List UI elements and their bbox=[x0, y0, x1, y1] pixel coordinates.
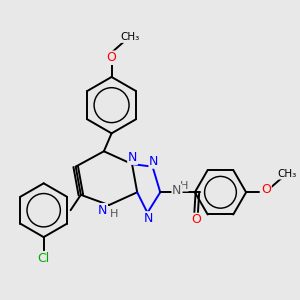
Text: N: N bbox=[144, 212, 153, 225]
Text: CH₃: CH₃ bbox=[120, 32, 139, 42]
Text: H: H bbox=[180, 181, 188, 191]
Text: N: N bbox=[98, 204, 107, 217]
Text: O: O bbox=[191, 214, 201, 226]
Text: N: N bbox=[128, 151, 137, 164]
Text: O: O bbox=[106, 51, 116, 64]
Text: O: O bbox=[261, 183, 271, 196]
Text: N: N bbox=[149, 155, 158, 168]
Text: Cl: Cl bbox=[38, 252, 50, 265]
Text: N: N bbox=[172, 184, 182, 197]
Text: CH₃: CH₃ bbox=[278, 169, 297, 179]
Text: H: H bbox=[110, 209, 118, 219]
